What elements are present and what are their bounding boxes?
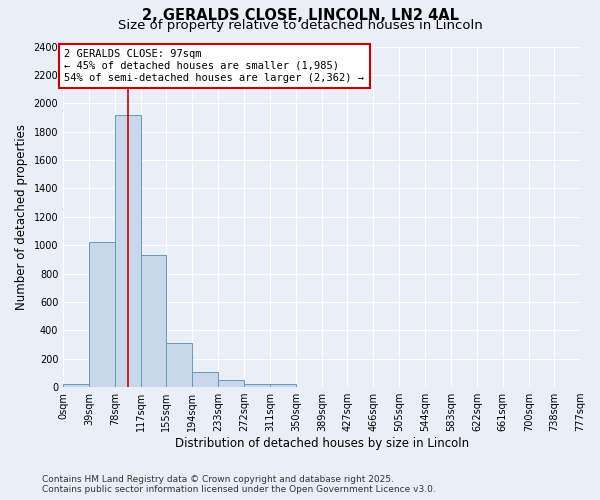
Text: 2 GERALDS CLOSE: 97sqm
← 45% of detached houses are smaller (1,985)
54% of semi-: 2 GERALDS CLOSE: 97sqm ← 45% of detached…	[64, 50, 364, 82]
Bar	[192, 372, 218, 387]
Bar	[218, 380, 244, 387]
Bar	[141, 255, 166, 387]
Bar	[63, 384, 89, 387]
Text: 2, GERALDS CLOSE, LINCOLN, LN2 4AL: 2, GERALDS CLOSE, LINCOLN, LN2 4AL	[142, 8, 458, 22]
Bar	[89, 242, 115, 387]
X-axis label: Distribution of detached houses by size in Lincoln: Distribution of detached houses by size …	[175, 437, 469, 450]
Bar	[270, 384, 296, 387]
Y-axis label: Number of detached properties: Number of detached properties	[15, 124, 28, 310]
Text: Size of property relative to detached houses in Lincoln: Size of property relative to detached ho…	[118, 18, 482, 32]
Bar	[244, 384, 270, 387]
Bar	[115, 114, 141, 387]
Text: Contains HM Land Registry data © Crown copyright and database right 2025.
Contai: Contains HM Land Registry data © Crown c…	[42, 474, 436, 494]
Bar	[166, 343, 192, 387]
